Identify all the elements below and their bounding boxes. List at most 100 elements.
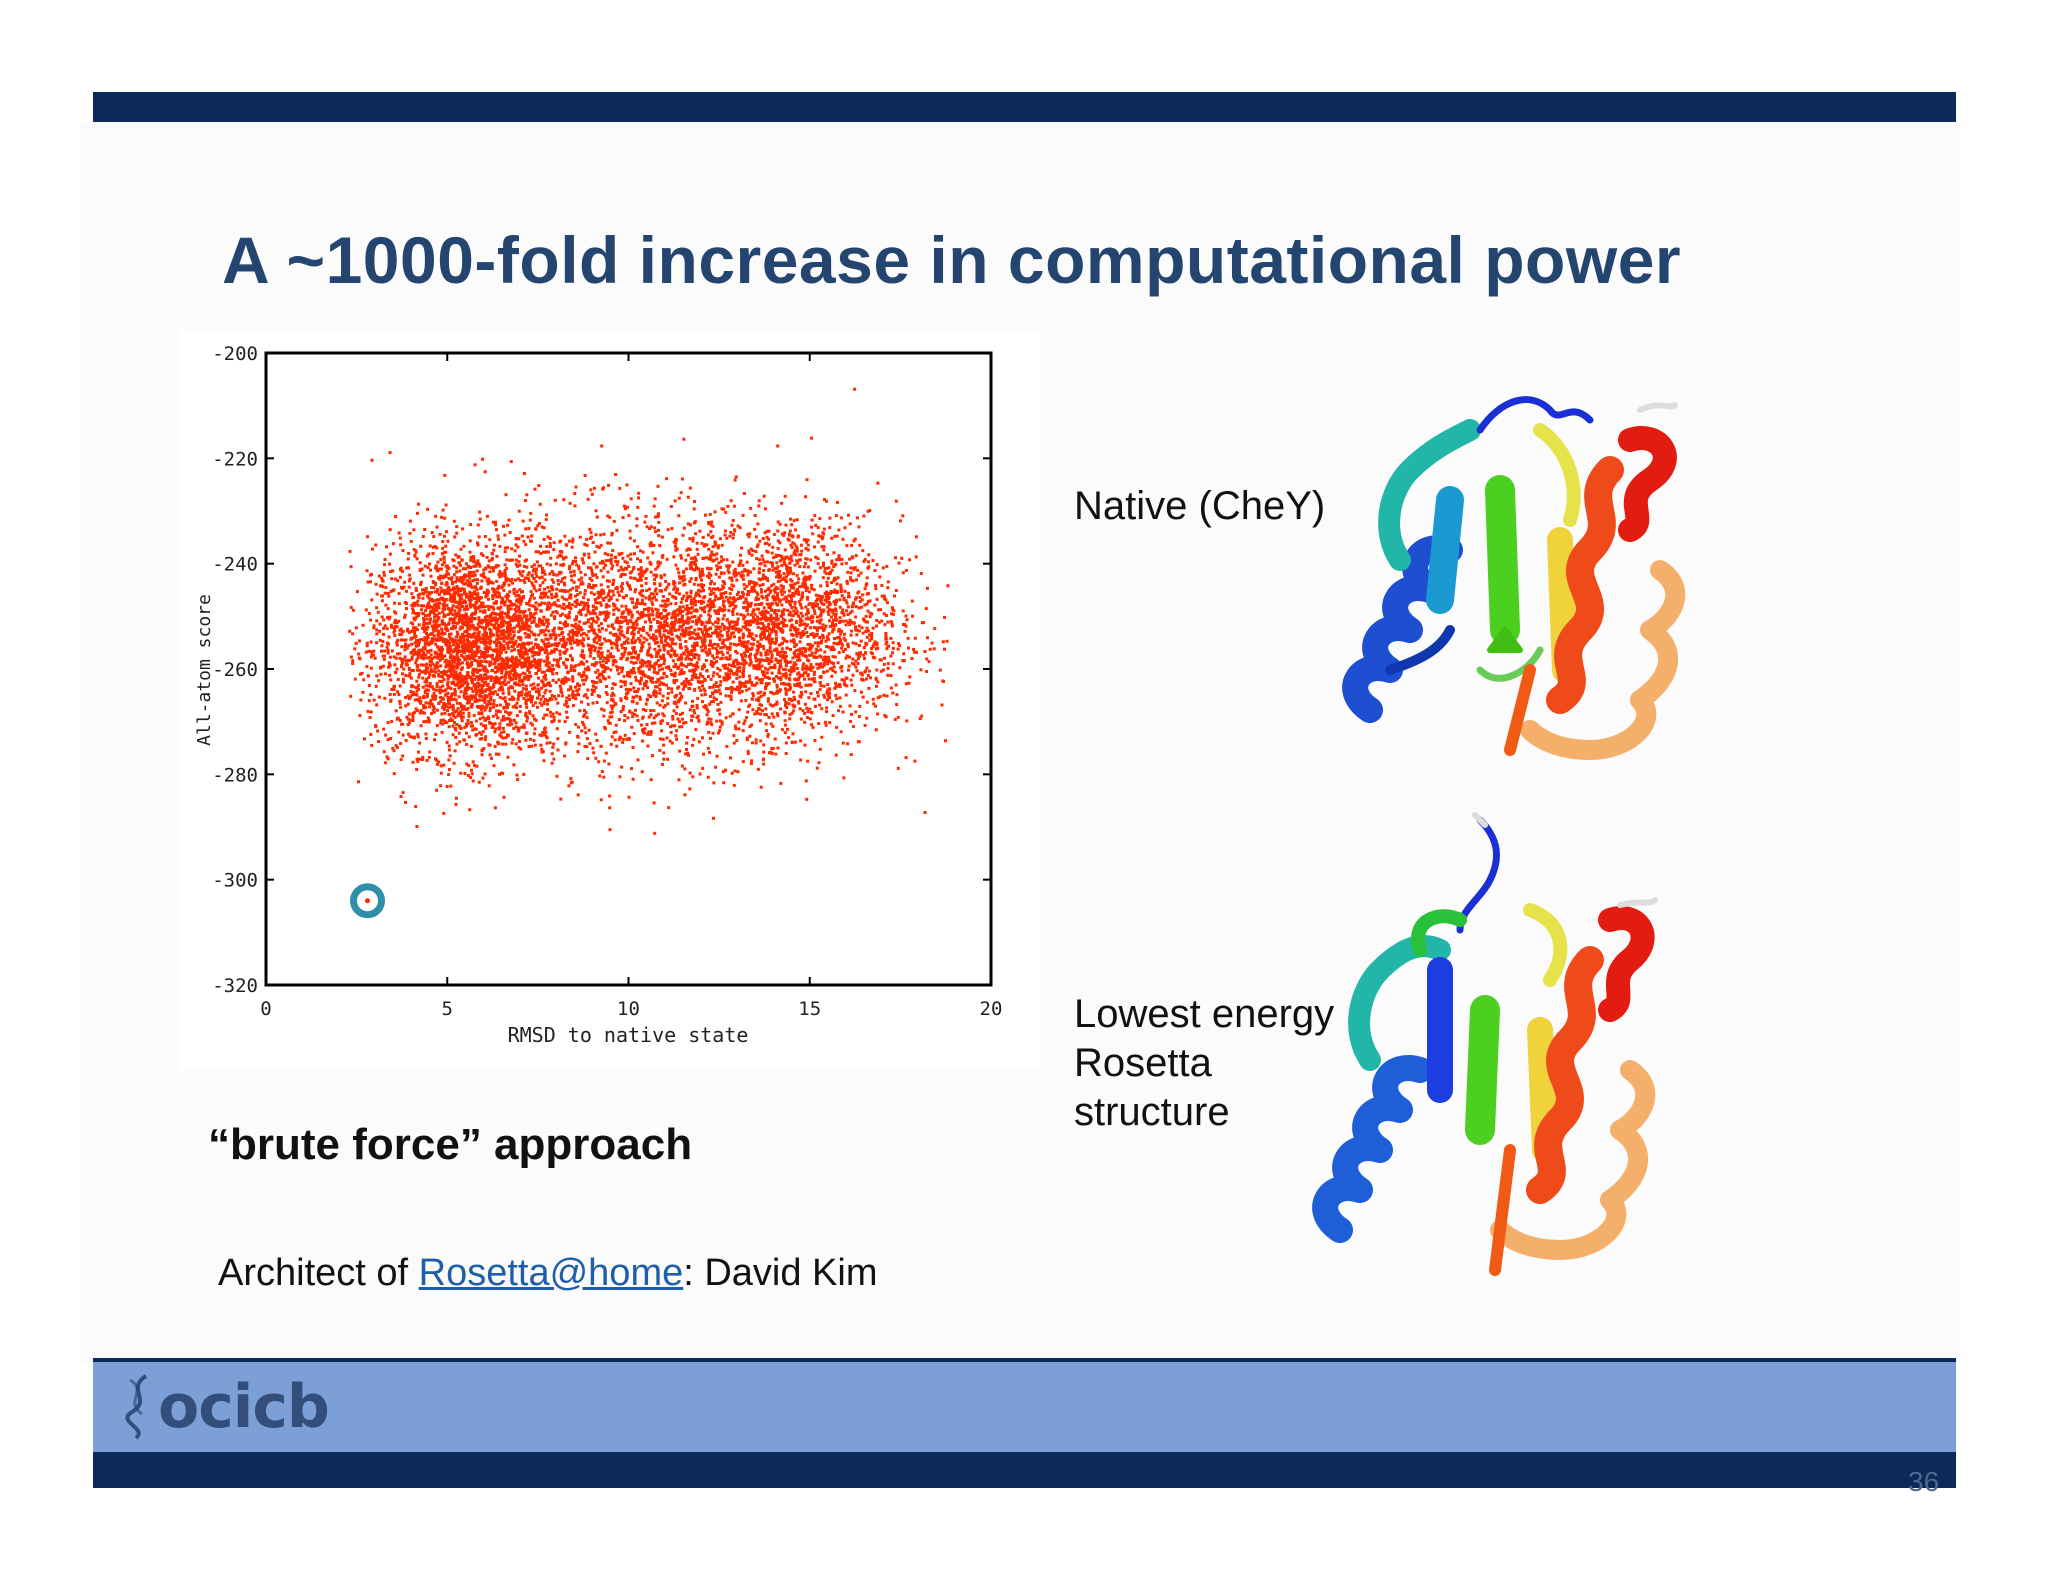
scatter-point bbox=[711, 524, 715, 528]
scatter-point bbox=[514, 677, 518, 681]
scatter-point bbox=[855, 633, 859, 637]
scatter-point bbox=[733, 605, 737, 609]
scatter-point bbox=[439, 784, 443, 788]
scatter-point bbox=[529, 683, 533, 687]
scatter-point bbox=[689, 561, 693, 565]
scatter-point bbox=[625, 581, 629, 585]
scatter-point bbox=[484, 726, 488, 730]
scatter-point bbox=[818, 636, 822, 639]
scatter-point bbox=[442, 670, 446, 674]
scatter-point bbox=[733, 574, 737, 578]
scatter-point bbox=[451, 705, 455, 709]
scatter-point bbox=[645, 664, 649, 668]
scatter-point bbox=[450, 595, 454, 599]
scatter-point bbox=[519, 636, 523, 640]
scatter-point bbox=[369, 732, 373, 736]
scatter-point bbox=[471, 679, 475, 683]
scatter-point bbox=[713, 609, 717, 613]
scatter-point bbox=[441, 607, 445, 611]
scatter-point bbox=[672, 701, 676, 705]
scatter-point bbox=[613, 738, 617, 742]
scatter-point bbox=[552, 742, 556, 746]
scatter-point bbox=[481, 605, 485, 608]
scatter-point bbox=[604, 691, 608, 694]
scatter-point bbox=[825, 710, 829, 714]
scatter-point bbox=[501, 691, 505, 695]
scatter-point bbox=[400, 586, 404, 590]
scatter-point bbox=[498, 662, 502, 666]
scatter-point bbox=[415, 628, 419, 632]
scatter-point bbox=[478, 609, 482, 613]
scatter-point bbox=[387, 635, 391, 639]
scatter-point bbox=[433, 650, 437, 654]
scatter-point bbox=[473, 617, 477, 621]
scatter-point bbox=[398, 632, 402, 636]
scatter-point bbox=[388, 528, 392, 532]
scatter-point bbox=[589, 488, 593, 492]
scatter-point bbox=[485, 695, 489, 699]
scatter-point bbox=[446, 680, 450, 684]
scatter-point bbox=[623, 560, 627, 564]
scatter-point bbox=[448, 696, 452, 700]
scatter-point bbox=[697, 718, 701, 722]
scatter-point bbox=[444, 573, 448, 577]
scatter-point bbox=[415, 757, 419, 761]
scatter-point bbox=[407, 585, 411, 589]
scatter-point bbox=[453, 600, 457, 604]
scatter-point bbox=[395, 625, 399, 629]
scatter-point bbox=[507, 702, 511, 706]
scatter-point bbox=[627, 514, 631, 517]
scatter-point bbox=[542, 659, 546, 663]
scatter-point bbox=[681, 721, 685, 725]
scatter-point bbox=[513, 704, 517, 708]
scatter-point bbox=[467, 686, 471, 690]
scatter-point bbox=[534, 690, 538, 694]
scatter-point bbox=[393, 629, 397, 632]
scatter-point bbox=[711, 664, 715, 668]
scatter-point bbox=[422, 653, 426, 657]
scatter-point bbox=[666, 691, 670, 695]
scatter-point bbox=[576, 593, 580, 597]
scatter-point bbox=[734, 658, 738, 662]
scatter-point bbox=[459, 680, 463, 684]
scatter-point bbox=[534, 589, 538, 593]
scatter-point bbox=[749, 762, 753, 766]
scatter-point bbox=[742, 592, 745, 596]
scatter-point bbox=[448, 598, 452, 602]
scatter-point bbox=[380, 615, 384, 619]
scatter-point bbox=[769, 660, 773, 664]
scatter-point bbox=[436, 560, 440, 564]
scatter-point bbox=[457, 695, 461, 699]
scatter-point bbox=[710, 580, 713, 583]
scatter-point bbox=[380, 644, 384, 648]
scatter-point bbox=[465, 630, 469, 634]
scatter-point bbox=[479, 732, 483, 736]
scatter-point bbox=[466, 574, 470, 578]
scatter-point bbox=[458, 617, 462, 621]
scatter-point bbox=[472, 564, 476, 568]
scatter-point bbox=[799, 598, 803, 602]
scatter-point bbox=[540, 686, 544, 690]
scatter-point bbox=[531, 569, 535, 573]
scatter-point bbox=[907, 646, 910, 650]
scatter-point bbox=[491, 597, 495, 601]
scatter-point bbox=[685, 597, 689, 601]
scatter-point bbox=[407, 666, 411, 670]
scatter-point bbox=[407, 630, 411, 634]
scatter-point bbox=[516, 618, 520, 622]
scatter-point bbox=[593, 664, 597, 668]
scatter-point bbox=[475, 733, 479, 736]
scatter-point bbox=[601, 675, 605, 679]
scatter-point bbox=[495, 641, 498, 645]
scatter-point bbox=[673, 581, 677, 585]
scatter-point bbox=[550, 761, 554, 765]
scatter-point bbox=[595, 515, 599, 519]
scatter-point bbox=[550, 603, 553, 607]
scatter-point bbox=[521, 671, 525, 675]
scatter-point bbox=[521, 641, 525, 645]
scatter-point bbox=[513, 657, 517, 661]
scatter-point bbox=[831, 669, 835, 673]
scatter-point bbox=[558, 627, 561, 631]
scatter-point bbox=[553, 626, 556, 630]
scatter-point bbox=[564, 710, 568, 714]
